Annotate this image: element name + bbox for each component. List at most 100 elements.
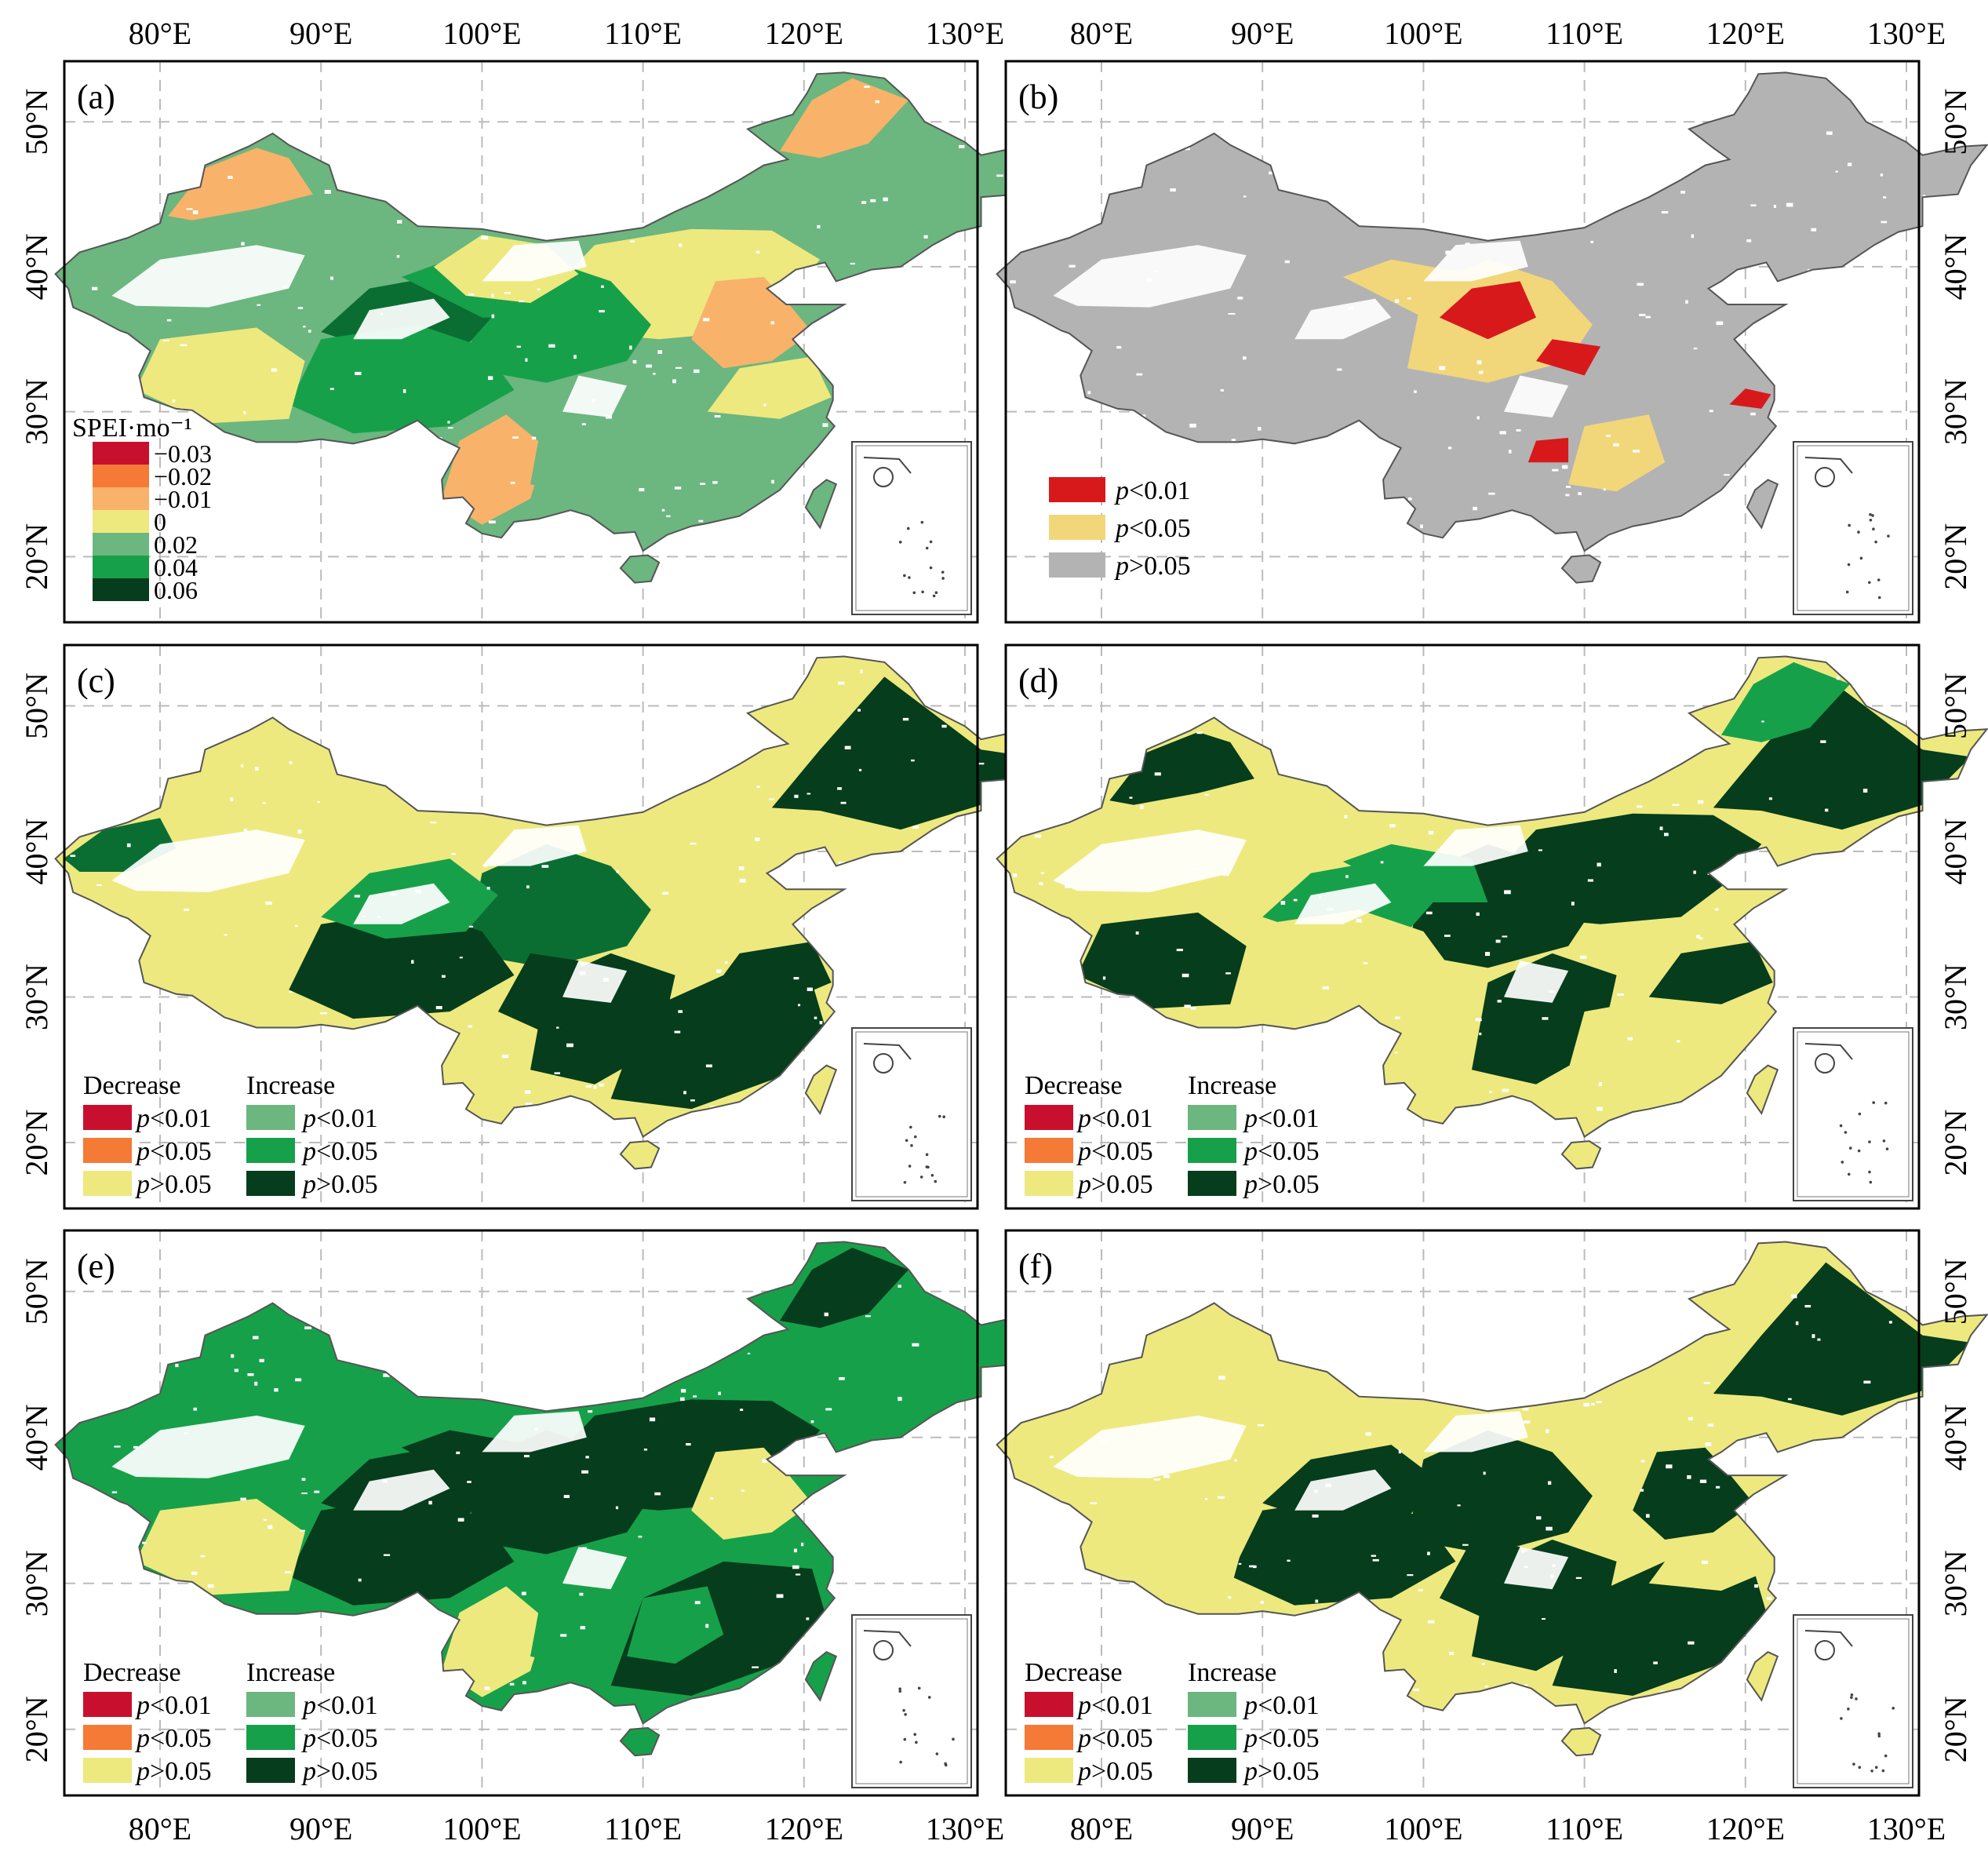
no-data-speckle bbox=[524, 1090, 531, 1095]
no-data-speckle bbox=[996, 1604, 1003, 1608]
no-data-speckle bbox=[581, 1470, 588, 1474]
no-data-speckle bbox=[1950, 1057, 1957, 1060]
inset-island-dot bbox=[1874, 540, 1877, 544]
no-data-speckle bbox=[1701, 1560, 1708, 1564]
legend-increase-title: Increase bbox=[1188, 1658, 1276, 1687]
inset-inner-frame bbox=[855, 445, 968, 611]
left-latitude-label: 50°N bbox=[19, 1258, 54, 1325]
region-ne bbox=[1713, 676, 1972, 830]
inset-hainan bbox=[873, 1640, 894, 1660]
no-data-speckle bbox=[451, 853, 456, 855]
no-data-speckle bbox=[686, 1443, 691, 1446]
no-data-speckle bbox=[1315, 1599, 1319, 1603]
no-data-speckle bbox=[1389, 824, 1396, 828]
inset-hainan bbox=[873, 1053, 894, 1073]
no-data-area bbox=[1053, 829, 1247, 892]
no-data-speckle bbox=[756, 786, 760, 788]
legend-swatch-increase bbox=[246, 1725, 295, 1750]
no-data-speckle bbox=[1069, 264, 1076, 268]
inset-island-dot bbox=[1845, 590, 1849, 594]
panel-label: (d) bbox=[1018, 662, 1058, 700]
no-data-speckle bbox=[1344, 815, 1348, 818]
inset-island-dot bbox=[1872, 527, 1875, 531]
bottom-longitude-label: 130°E bbox=[1867, 1811, 1946, 1846]
no-data-speckle bbox=[1639, 313, 1646, 316]
no-data-speckle bbox=[1939, 1523, 1945, 1525]
legend-swatch-increase bbox=[1188, 1138, 1236, 1163]
no-data-speckle bbox=[484, 1686, 490, 1690]
no-data-speckle bbox=[1703, 1382, 1710, 1384]
no-data-speckle bbox=[592, 399, 595, 403]
no-data-speckle bbox=[992, 265, 996, 268]
no-data-speckle bbox=[674, 1030, 681, 1033]
no-data-speckle bbox=[243, 411, 246, 414]
no-data-speckle bbox=[531, 436, 537, 440]
no-data-area bbox=[563, 960, 628, 1003]
no-data-speckle bbox=[1811, 228, 1817, 231]
no-data-speckle bbox=[585, 1084, 592, 1088]
no-data-speckle bbox=[509, 1682, 515, 1686]
no-data-speckle bbox=[603, 978, 610, 982]
right-latitude-label: 30°N bbox=[1938, 1550, 1973, 1617]
inset-island-dot bbox=[898, 1687, 901, 1691]
inset-island-dot bbox=[1870, 1769, 1873, 1773]
no-data-speckle bbox=[537, 288, 541, 291]
p-threshold: <0.01 bbox=[150, 1104, 212, 1133]
region-sichuan bbox=[1439, 1540, 1536, 1620]
legend-swatch-increase bbox=[246, 1171, 295, 1196]
p-symbol: p bbox=[1243, 1104, 1258, 1133]
no-data-speckle bbox=[793, 977, 799, 980]
right-latitude-label: 30°N bbox=[1938, 964, 1973, 1030]
legend-swatch-increase bbox=[1188, 1692, 1236, 1717]
no-data-speckle bbox=[526, 885, 530, 889]
inset-island-dot bbox=[1839, 1124, 1843, 1128]
no-data-speckle bbox=[1597, 862, 1601, 867]
no-data-speckle bbox=[1325, 1483, 1332, 1488]
no-data-speckle bbox=[1502, 935, 1508, 938]
no-data-speckle bbox=[1439, 366, 1446, 370]
no-data-speckle bbox=[175, 1363, 179, 1368]
p-threshold: <0.05 bbox=[150, 1724, 212, 1753]
bottom-longitude-label: 90°E bbox=[289, 1811, 352, 1846]
taiwan-island bbox=[804, 1651, 838, 1702]
inset-island-dot bbox=[904, 1712, 907, 1716]
no-data-speckle bbox=[870, 199, 876, 202]
no-data-speckle bbox=[912, 1343, 919, 1347]
region-se bbox=[610, 389, 825, 523]
inset-island-dot bbox=[921, 590, 924, 594]
no-data-speckle bbox=[1508, 450, 1512, 454]
no-data-speckle bbox=[1479, 1032, 1482, 1036]
no-data-speckle bbox=[806, 987, 813, 991]
no-data-speckle bbox=[1660, 1690, 1667, 1693]
p-threshold: <0.01 bbox=[1091, 1691, 1153, 1720]
no-data-speckle bbox=[599, 310, 605, 313]
no-data-speckle bbox=[1050, 1456, 1054, 1459]
no-data-area bbox=[1053, 245, 1247, 308]
legend-label-increase: p>0.05 bbox=[1243, 1170, 1320, 1199]
no-data-speckle bbox=[632, 359, 637, 364]
no-data-speckle bbox=[1040, 872, 1044, 874]
no-data-speckle bbox=[864, 86, 870, 88]
no-data-speckle bbox=[702, 318, 710, 322]
region-loess bbox=[1407, 1430, 1593, 1555]
no-data-speckle bbox=[1881, 221, 1888, 224]
no-data-speckle bbox=[1962, 352, 1970, 355]
no-data-speckle bbox=[1709, 410, 1713, 413]
no-data-speckle bbox=[1591, 1402, 1595, 1405]
no-data-speckle bbox=[1418, 1588, 1423, 1591]
legend-label-decrease: p<0.05 bbox=[135, 1724, 212, 1753]
no-data-speckle bbox=[516, 345, 521, 348]
no-data-speckle bbox=[1269, 171, 1275, 175]
inset-island-dot bbox=[1884, 1101, 1888, 1105]
no-data-speckle bbox=[1627, 1037, 1633, 1041]
no-data-speckle bbox=[678, 1010, 683, 1013]
no-data-speckle bbox=[817, 224, 821, 229]
region-ne bbox=[771, 676, 1030, 830]
left-latitude-label: 50°N bbox=[19, 89, 54, 155]
no-data-speckle bbox=[700, 483, 706, 485]
no-data-speckle bbox=[415, 889, 421, 894]
no-data-speckle bbox=[1958, 199, 1966, 203]
no-data-speckle bbox=[247, 1373, 254, 1376]
no-data-speckle bbox=[512, 436, 519, 439]
no-data-speckle bbox=[579, 1592, 584, 1596]
